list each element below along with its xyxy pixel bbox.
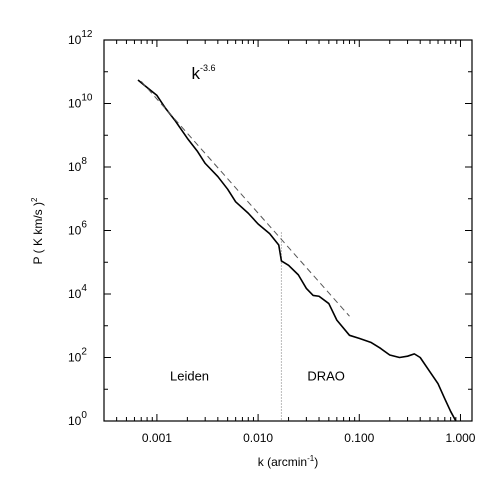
y-tick-label: 108 xyxy=(68,156,87,174)
y-tick-label-exp: 4 xyxy=(81,283,87,294)
y-tick-label: 100 xyxy=(68,410,87,428)
fit-label-exponent: -3.6 xyxy=(200,63,216,73)
y-tick-label: 1012 xyxy=(68,29,93,47)
data-series xyxy=(137,79,457,422)
x-axis-label-close: ) xyxy=(314,455,318,469)
fit-label: k-3.6 xyxy=(192,63,216,83)
y-tick-label: 102 xyxy=(68,347,87,365)
y-axis-label: P ( K km/s )2 xyxy=(30,197,45,264)
y-tick-label-exp: 8 xyxy=(81,156,87,167)
y-tick-label: 1010 xyxy=(68,93,93,111)
y-tick-label-exp: 2 xyxy=(81,347,87,358)
y-tick-label-base: 10 xyxy=(68,160,82,174)
x-tick-label: 0.001 xyxy=(142,431,172,445)
region-label-leiden: Leiden xyxy=(170,368,209,383)
y-tick-label-exp: 0 xyxy=(81,410,87,421)
power-spectrum-line xyxy=(137,79,457,422)
y-tick-label-exp: 12 xyxy=(81,29,93,40)
y-tick-label-base: 10 xyxy=(68,97,82,111)
y-tick-label: 104 xyxy=(68,283,87,301)
region-label-drao: DRAO xyxy=(307,368,345,383)
plot-frame xyxy=(103,39,473,422)
x-axis-label-text: k (arcmin xyxy=(258,455,307,469)
y-tick-label-base: 10 xyxy=(68,224,82,238)
y-tick-label-exp: 10 xyxy=(81,93,93,104)
x-axis-label-exp: -1 xyxy=(307,454,315,463)
power-law-fit-line xyxy=(140,80,350,317)
region-labels: Leiden DRAO xyxy=(170,368,345,383)
x-tick-labels: 0.001 0.010 0.100 1.000 xyxy=(142,431,476,445)
y-tick-label-base: 10 xyxy=(68,351,82,365)
axis-ticks xyxy=(103,39,472,422)
y-tick-label: 106 xyxy=(68,220,87,238)
y-axis-label-exp: 2 xyxy=(30,197,39,202)
x-axis-label: k (arcmin-1) xyxy=(258,454,318,469)
y-tick-label-base: 10 xyxy=(68,287,82,301)
y-axis-label-text: P ( K km/s ) xyxy=(31,202,45,264)
x-tick-label: 0.100 xyxy=(344,431,374,445)
y-tick-label-exp: 6 xyxy=(81,220,87,231)
y-tick-label-base: 10 xyxy=(68,414,82,428)
y-tick-label-base: 10 xyxy=(68,33,82,47)
x-tick-label: 1.000 xyxy=(445,431,475,445)
x-tick-label: 0.010 xyxy=(243,431,273,445)
fit-label-base: k xyxy=(192,64,201,83)
